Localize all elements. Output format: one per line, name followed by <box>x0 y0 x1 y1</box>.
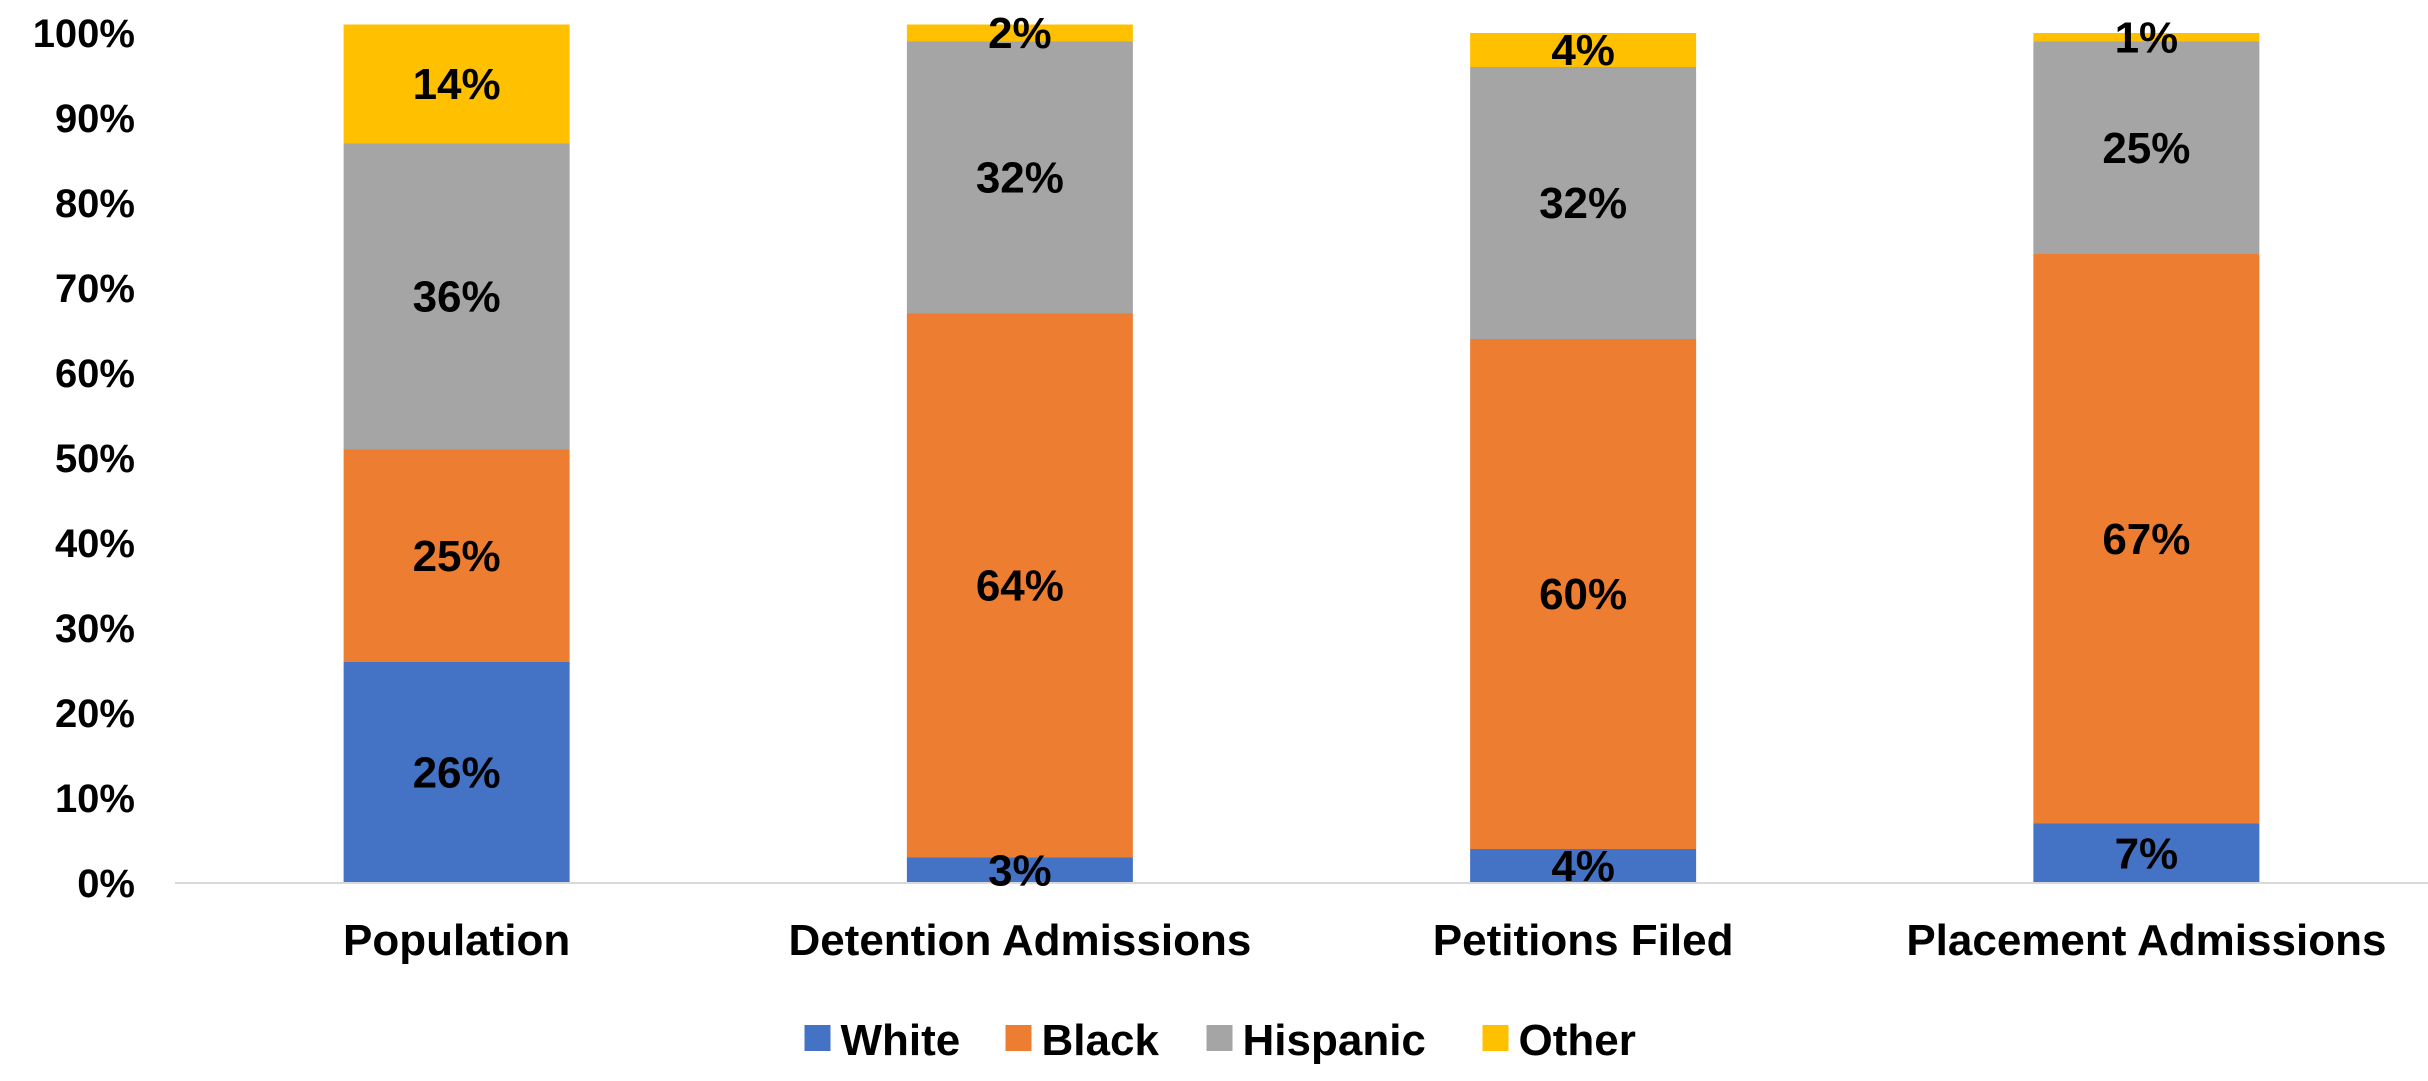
data-label: 64% <box>976 562 1064 611</box>
data-label: 67% <box>2102 515 2190 564</box>
y-tick-label: 30% <box>55 607 135 651</box>
data-label: 4% <box>1551 842 1615 891</box>
data-label: 1% <box>2115 13 2179 62</box>
bar-segment-hispanic <box>2033 41 2260 254</box>
legend-swatch-hispanic <box>1206 1025 1233 1051</box>
y-tick-label: 10% <box>55 777 135 821</box>
y-tick-label: 100% <box>33 12 135 56</box>
bar-segment-black <box>2033 254 2260 824</box>
data-label: 7% <box>2115 829 2179 878</box>
y-tick-label: 50% <box>55 437 135 481</box>
bar-segment-hispanic <box>906 41 1133 314</box>
legend-label-black: Black <box>1042 1016 1160 1065</box>
data-label: 14% <box>413 60 501 109</box>
data-label: 26% <box>413 749 501 798</box>
bar-segment-other <box>343 24 570 144</box>
bar-segment-other <box>2033 33 2260 42</box>
data-label: 25% <box>413 532 501 581</box>
bar-segment-black <box>906 313 1133 858</box>
y-tick-label: 80% <box>55 182 135 226</box>
data-label: 60% <box>1539 570 1627 619</box>
legend-label-hispanic: Hispanic <box>1243 1016 1426 1065</box>
bar-segment-other <box>1470 33 1697 67</box>
y-tick-label: 70% <box>55 267 135 311</box>
x-category-label: Population <box>343 916 570 965</box>
y-tick-label: 90% <box>55 97 135 141</box>
data-label: 4% <box>1551 26 1615 75</box>
data-label: 36% <box>413 273 501 322</box>
data-label: 3% <box>988 846 1052 895</box>
bar-segment-hispanic <box>1470 67 1697 339</box>
data-label: 32% <box>976 154 1064 203</box>
bar-segment-black <box>1470 339 1697 849</box>
bar-segment-white <box>343 662 570 883</box>
y-tick-label: 20% <box>55 692 135 736</box>
y-tick-label: 0% <box>77 862 135 906</box>
x-category-label: Petitions Filed <box>1433 916 1734 965</box>
data-label: 25% <box>2102 124 2190 173</box>
data-label: 2% <box>988 9 1052 58</box>
bar-segment-white <box>1470 849 1697 883</box>
legend-label-other: Other <box>1519 1016 1636 1065</box>
bar-segment-white <box>906 857 1133 883</box>
bar-segment-black <box>343 449 570 662</box>
y-tick-label: 60% <box>55 352 135 396</box>
legend-label-white: White <box>841 1016 961 1065</box>
bar-segment-other <box>906 24 1133 42</box>
legend-swatch-white <box>804 1025 831 1051</box>
bar-segment-hispanic <box>343 143 570 450</box>
bar-segment-white <box>2033 823 2260 883</box>
y-tick-label: 40% <box>55 522 135 566</box>
x-category-label: Placement Admissions <box>1906 916 2386 965</box>
legend-swatch-other <box>1482 1025 1509 1051</box>
legend-swatch-black <box>1005 1025 1032 1051</box>
x-category-label: Detention Admissions <box>788 916 1251 965</box>
data-label: 32% <box>1539 179 1627 228</box>
